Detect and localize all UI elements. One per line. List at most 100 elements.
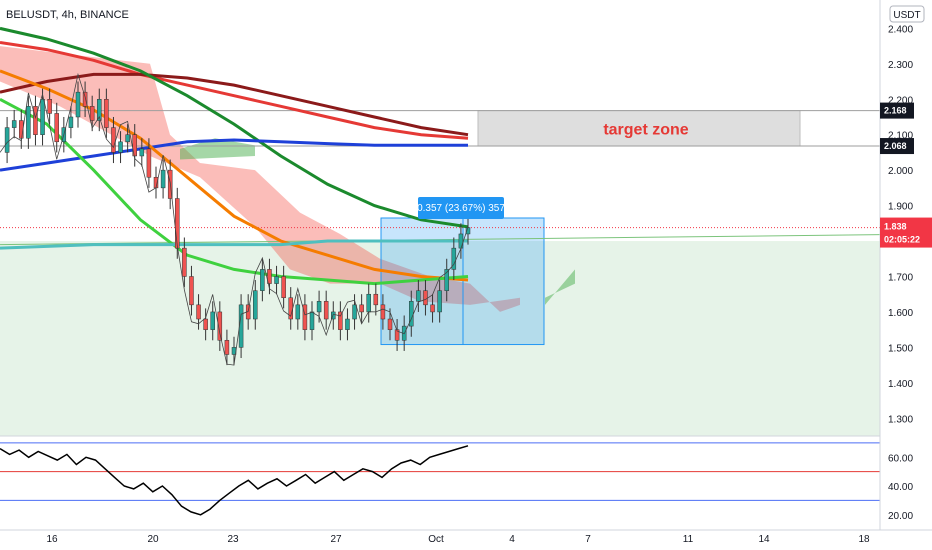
time-tick-label: 14 xyxy=(758,534,770,545)
candle-body xyxy=(33,106,38,135)
candle-body xyxy=(302,304,308,330)
candle-body xyxy=(366,293,371,313)
price-tick-label: 1.700 xyxy=(888,272,913,283)
last-price-tag-label: 1.838 xyxy=(884,222,907,232)
candle-body xyxy=(75,91,81,118)
moving-average-line xyxy=(0,72,469,137)
candle-body xyxy=(175,198,180,249)
candle-body xyxy=(423,290,428,306)
candle-body xyxy=(437,290,442,313)
candle-body xyxy=(11,120,17,128)
candle-body xyxy=(196,304,201,320)
time-tick-label: 23 xyxy=(227,534,239,545)
price-tick-label: 2.200 xyxy=(888,95,913,106)
moving-average-line xyxy=(0,41,469,140)
last-price-countdown: 02:05:22 xyxy=(884,235,920,245)
level-price-tag xyxy=(880,102,914,119)
currency-label: USDT xyxy=(893,10,920,21)
candle-body xyxy=(160,169,166,189)
candle-body xyxy=(182,247,187,277)
measure-tooltip xyxy=(418,197,504,219)
candle-body xyxy=(309,311,315,330)
candle-body xyxy=(444,269,449,291)
price-tick-label: 1.600 xyxy=(888,308,913,319)
moving-average-line xyxy=(0,97,469,286)
candle-body xyxy=(203,318,208,330)
gray-line-series xyxy=(0,72,469,366)
candle-body xyxy=(68,116,74,128)
candle-body xyxy=(146,148,152,178)
candle-body xyxy=(323,301,329,320)
time-tick-label: 18 xyxy=(858,534,870,545)
candle-body xyxy=(104,99,109,128)
time-tick-label: 4 xyxy=(509,534,515,545)
time-tick-label: 27 xyxy=(330,534,342,545)
price-axis[interactable] xyxy=(880,0,932,530)
candle-body xyxy=(451,247,457,270)
candle-body xyxy=(387,318,393,330)
candle-body xyxy=(224,340,230,355)
currency-button[interactable] xyxy=(889,5,925,23)
candle-body xyxy=(4,127,10,153)
candle-body xyxy=(352,304,357,320)
price-tick-label: 2.000 xyxy=(888,166,913,177)
rsi-tick-label: 20.00 xyxy=(888,511,913,522)
candle-body xyxy=(217,311,223,341)
moving-average-line xyxy=(0,26,469,229)
bottom-shade-zone xyxy=(0,241,880,436)
candle-body xyxy=(47,99,52,114)
candle-body xyxy=(253,290,258,320)
candle-body xyxy=(295,304,301,320)
candle-body xyxy=(139,148,145,157)
candle-body xyxy=(118,141,123,153)
rsi-axis-ticks: 60.00 40.00 20.00 xyxy=(888,453,913,522)
cloud-bearish xyxy=(0,46,520,312)
candle-body xyxy=(274,276,279,284)
rsi-tick-label: 60.00 xyxy=(888,453,913,464)
price-tick-label: 2.100 xyxy=(888,131,913,142)
ichimoku-cloud xyxy=(0,46,575,312)
time-tick-label: 20 xyxy=(147,534,159,545)
last-price-tag xyxy=(880,217,932,248)
target-zone-label: target zone xyxy=(603,121,688,138)
level-price-tag-label: 2.168 xyxy=(884,106,907,116)
candle-body xyxy=(111,127,116,153)
price-tick-label: 1.500 xyxy=(888,343,913,354)
price-tags: 2.168 2.068 1.838 02:05:22 xyxy=(880,102,932,248)
moving-average-line xyxy=(0,138,468,172)
candle-body xyxy=(338,311,343,330)
candle-body xyxy=(267,269,272,284)
candle-body xyxy=(416,290,421,302)
candle-body xyxy=(40,99,45,135)
candles xyxy=(4,81,471,366)
moving-average-line xyxy=(0,239,468,250)
candle-body xyxy=(316,301,322,313)
time-tick-label: 7 xyxy=(585,534,591,545)
measure-tooltip-text: 0.357 (23.67%) 357 xyxy=(417,203,505,214)
candle-body xyxy=(359,304,364,313)
candle-body xyxy=(430,304,435,313)
level-price-tag-label: 2.068 xyxy=(884,141,907,151)
rsi-line xyxy=(0,445,469,516)
time-axis-ticks[interactable]: 16 20 23 27 Oct 4 7 11 14 18 xyxy=(46,534,870,545)
candle-body xyxy=(260,269,265,291)
price-tick-label: 2.300 xyxy=(888,60,913,71)
candle-body xyxy=(54,113,59,143)
price-tick-label: 2.400 xyxy=(888,24,913,35)
candle-body xyxy=(458,233,464,249)
candle-body xyxy=(210,311,215,330)
price-tick-label: 1.900 xyxy=(888,202,913,213)
candle-body xyxy=(373,293,379,306)
time-tick-label: 16 xyxy=(46,534,58,545)
candle-body xyxy=(125,134,130,143)
cloud-bullish xyxy=(180,138,255,160)
candle-body xyxy=(380,304,386,320)
level-price-tag xyxy=(880,138,914,155)
candle-body xyxy=(394,329,400,341)
candle-body xyxy=(345,318,350,330)
cloud-bullish-future xyxy=(545,269,575,305)
chart-title: BELUSDT, 4h, BINANCE xyxy=(6,9,129,21)
candle-body xyxy=(281,276,286,299)
candle-body xyxy=(82,91,88,107)
